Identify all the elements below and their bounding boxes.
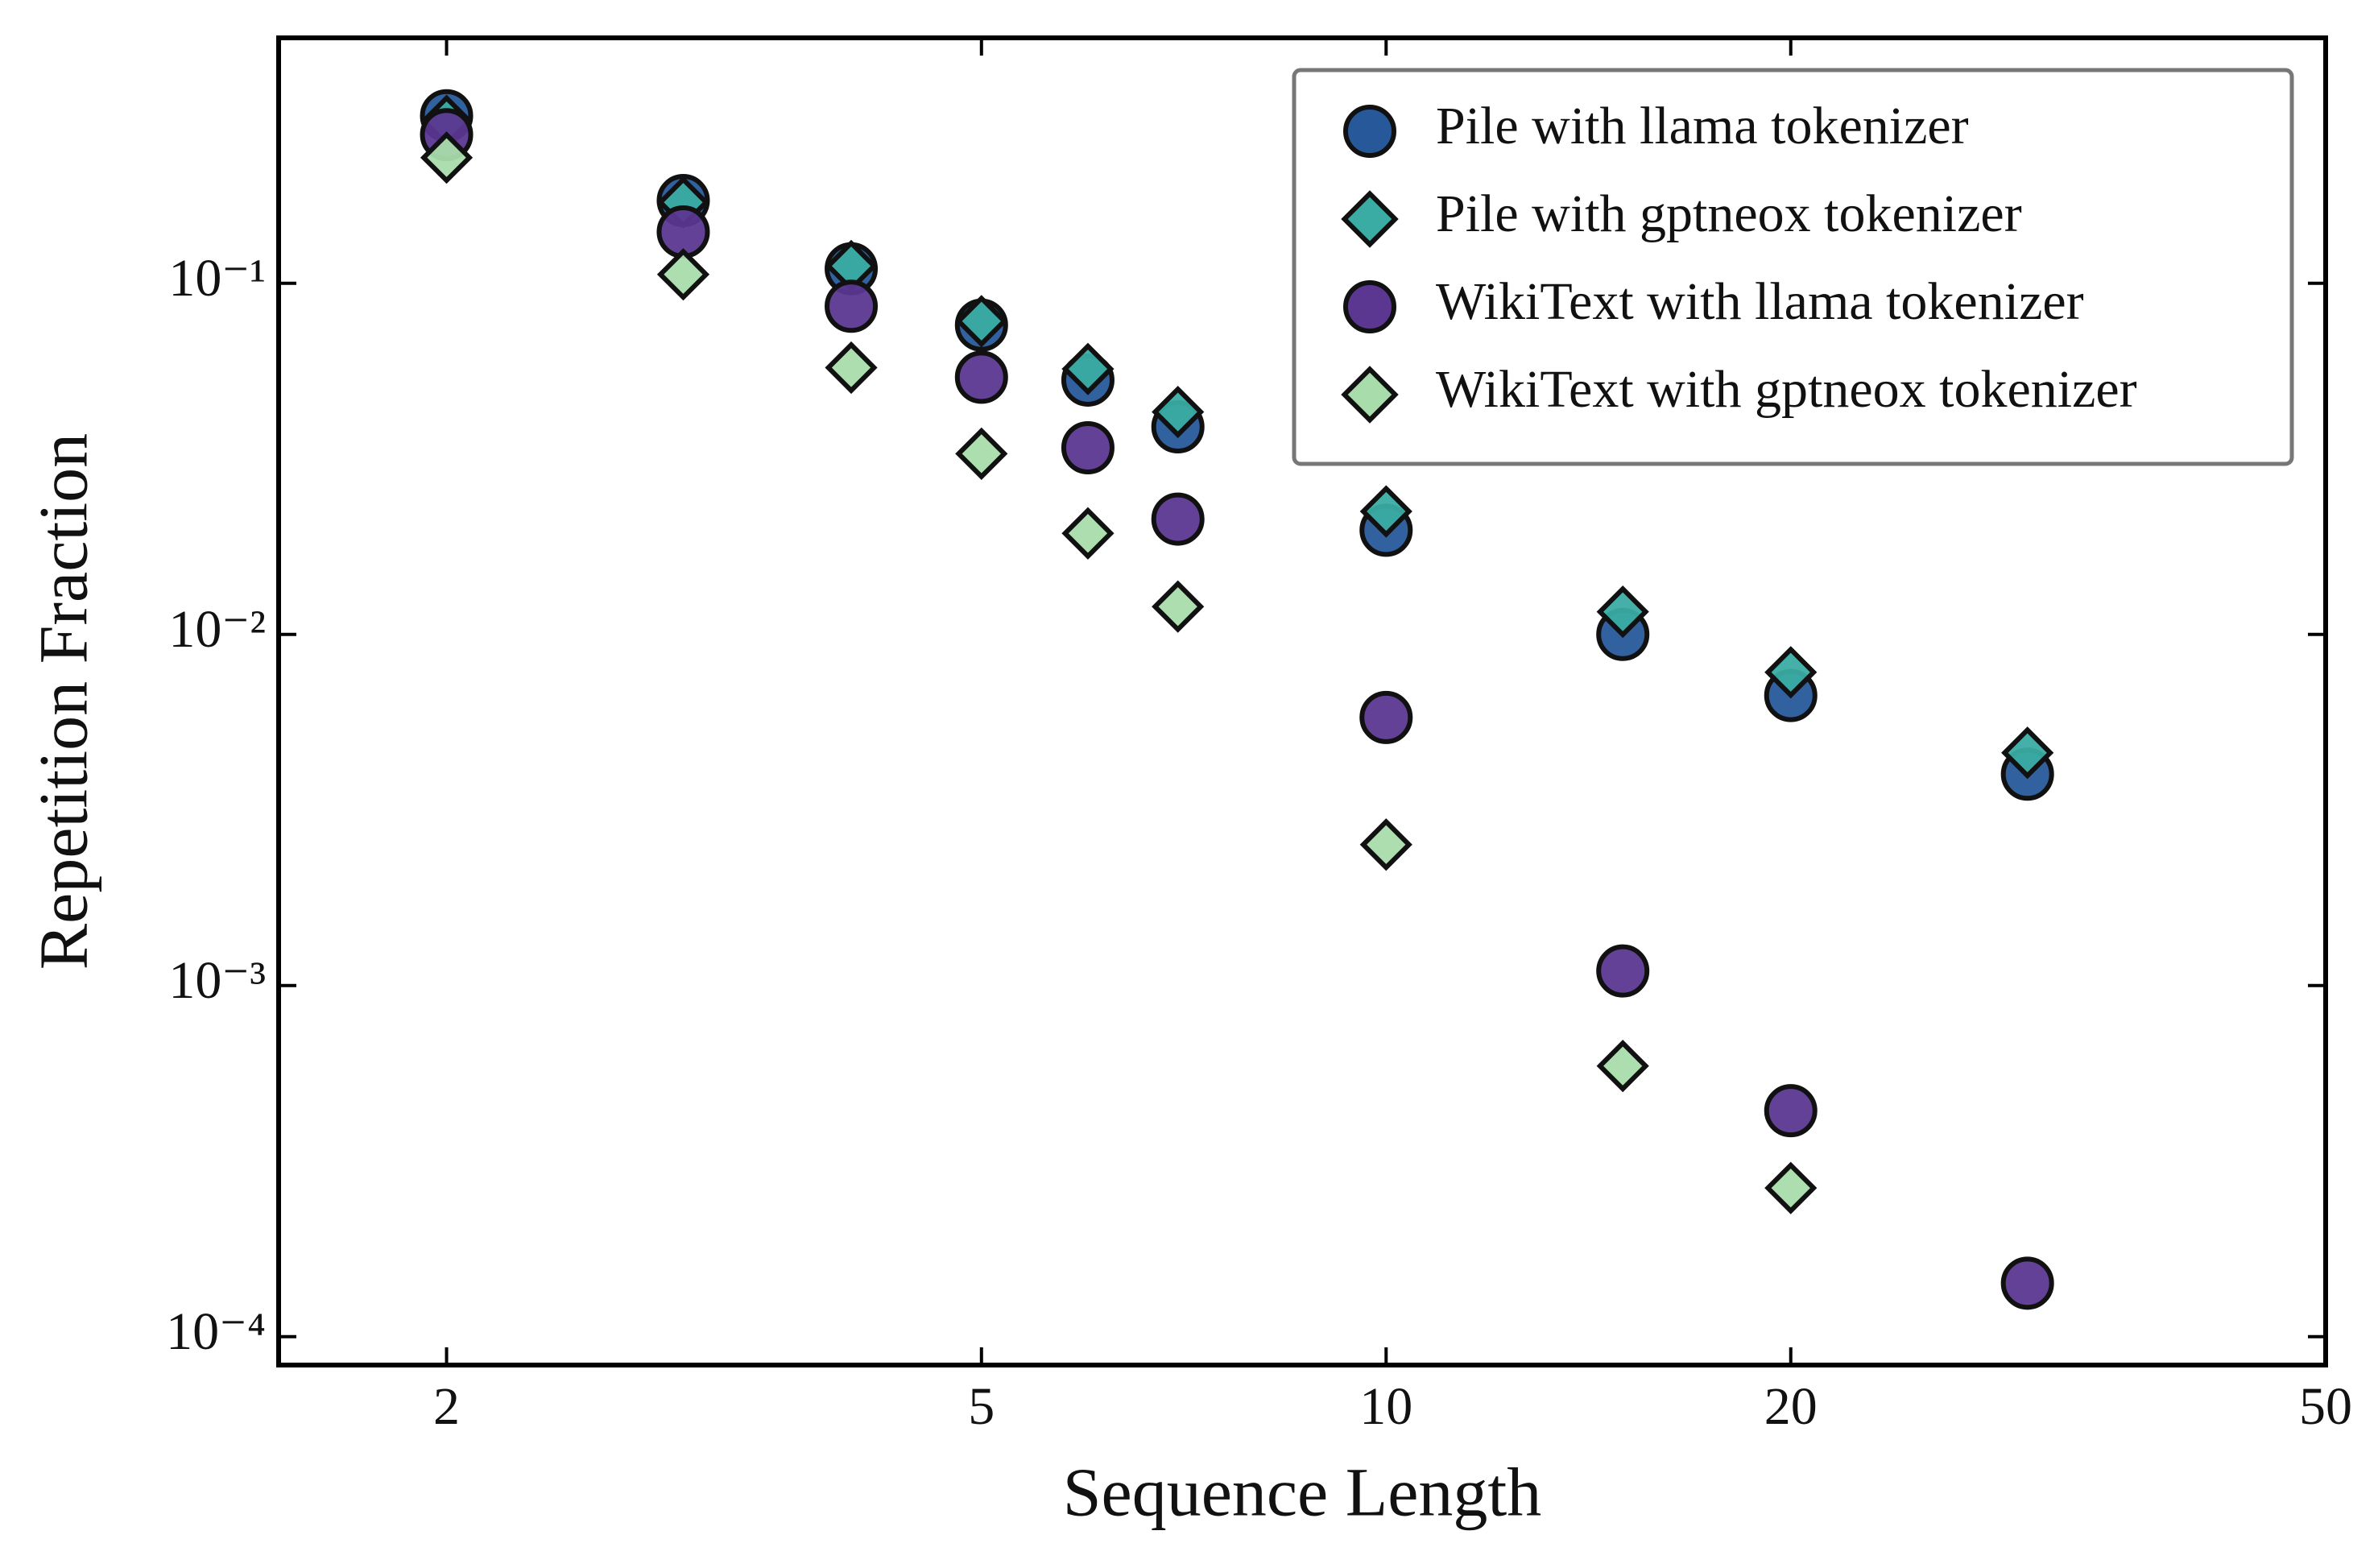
x-tick-label: 20 (1764, 1377, 1818, 1436)
legend-box (1292, 68, 2294, 466)
point (1359, 818, 1412, 871)
point (955, 427, 1008, 480)
point (1151, 492, 1205, 546)
point (1764, 1084, 1818, 1138)
point (420, 131, 474, 184)
x-tick-label: 10 (1359, 1377, 1412, 1436)
legend-label: Pile with gptneox tokenizer (1436, 184, 2022, 243)
point (2000, 1256, 2054, 1310)
point (2001, 726, 2054, 780)
legend-marker (1343, 280, 1396, 333)
x-tick-label: 2 (433, 1377, 460, 1436)
y-tick-label: 10⁻⁴ (166, 1302, 266, 1361)
plot-frame (276, 35, 2328, 1367)
point (955, 295, 1008, 348)
y-axis-label: Repetition Fraction (25, 433, 102, 970)
point (1359, 690, 1413, 744)
legend-label: WikiText with gptneox tokenizer (1436, 360, 2137, 419)
point (1596, 1040, 1649, 1093)
point (1152, 385, 1205, 439)
y-tick-label: 10⁻³ (168, 951, 266, 1010)
point (1596, 585, 1649, 639)
y-tick-label: 10⁻² (168, 600, 266, 659)
point (825, 341, 878, 395)
point (1061, 421, 1115, 475)
point (1061, 342, 1115, 395)
point (1061, 507, 1115, 560)
y-tick-label: 10⁻¹ (168, 249, 266, 308)
legend-label: WikiText with llama tokenizer (1436, 272, 2084, 331)
point (954, 350, 1008, 404)
x-tick-label: 5 (968, 1377, 995, 1436)
legend-marker (1341, 190, 1399, 248)
point (1152, 580, 1205, 633)
x-axis-label: Sequence Length (1063, 1454, 1542, 1531)
legend-label: Pile with llama tokenizer (1436, 97, 1969, 155)
point (1596, 944, 1650, 998)
legend-marker (1343, 105, 1396, 158)
point (825, 279, 879, 333)
point (1764, 1161, 1818, 1214)
x-tick-label: 50 (2299, 1377, 2352, 1436)
point (656, 248, 710, 301)
point (1359, 485, 1412, 538)
legend-marker (1341, 366, 1399, 424)
point (1764, 646, 1818, 699)
